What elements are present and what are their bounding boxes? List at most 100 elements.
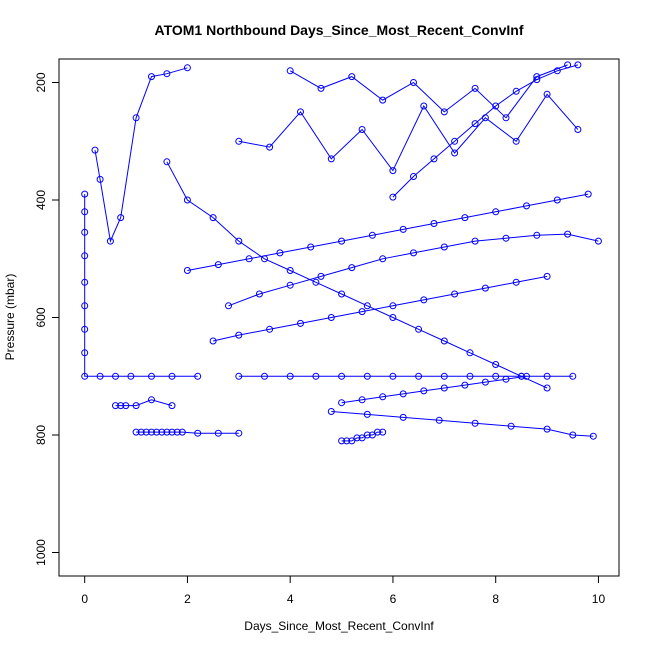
data-point bbox=[168, 428, 176, 436]
data-marks bbox=[81, 61, 602, 445]
data-point bbox=[471, 120, 479, 128]
data-point bbox=[91, 146, 99, 154]
data-point bbox=[440, 243, 448, 251]
data-point bbox=[374, 428, 381, 436]
data-point bbox=[183, 64, 191, 72]
data-point bbox=[255, 290, 263, 298]
data-point bbox=[440, 337, 448, 345]
data-point bbox=[564, 230, 572, 238]
series-line bbox=[187, 193, 589, 271]
data-point bbox=[569, 431, 577, 439]
data-point bbox=[358, 396, 366, 404]
data-point bbox=[194, 429, 202, 437]
data-point bbox=[132, 114, 140, 122]
data-point bbox=[415, 325, 423, 333]
data-point bbox=[142, 428, 150, 436]
data-point bbox=[286, 281, 294, 289]
data-point bbox=[343, 437, 351, 445]
y-tick-label: 1000 bbox=[34, 539, 48, 566]
data-point bbox=[312, 372, 320, 380]
data-point bbox=[81, 228, 89, 236]
data-point bbox=[81, 302, 89, 310]
x-tick-label: 4 bbox=[287, 592, 294, 606]
data-point bbox=[358, 308, 366, 316]
data-point bbox=[81, 349, 89, 357]
data-point bbox=[261, 372, 268, 380]
data-point bbox=[543, 372, 551, 380]
data-point bbox=[420, 102, 428, 110]
data-point bbox=[168, 372, 176, 380]
data-point bbox=[117, 214, 125, 222]
series-line bbox=[228, 233, 599, 307]
data-point bbox=[543, 90, 551, 98]
series-line bbox=[115, 399, 173, 407]
data-point bbox=[286, 372, 294, 380]
data-point bbox=[399, 413, 407, 421]
axis-ticks: 0 2 4 6 8 10 200 400 600 800 1000 bbox=[34, 72, 605, 606]
series-line bbox=[289, 64, 568, 119]
x-tick-label: 10 bbox=[592, 592, 606, 606]
data-point bbox=[492, 208, 500, 216]
data-point bbox=[466, 372, 474, 380]
data-point bbox=[358, 434, 366, 442]
series-line bbox=[341, 431, 383, 442]
data-point bbox=[327, 155, 335, 163]
data-point bbox=[106, 237, 114, 245]
y-tick-label: 200 bbox=[34, 72, 48, 92]
data-point bbox=[317, 272, 325, 280]
data-point bbox=[127, 372, 135, 380]
series-line bbox=[84, 194, 198, 377]
data-point bbox=[235, 331, 243, 339]
data-point bbox=[440, 108, 448, 116]
data-point bbox=[183, 267, 191, 274]
data-point bbox=[81, 190, 89, 198]
data-point bbox=[512, 137, 520, 145]
data-point bbox=[471, 419, 479, 427]
data-point bbox=[492, 361, 500, 368]
data-point bbox=[389, 302, 397, 310]
data-point bbox=[209, 214, 217, 222]
data-point bbox=[122, 402, 130, 410]
data-point bbox=[420, 387, 428, 395]
x-axis-label: Days_Since_Most_Recent_ConvInf bbox=[244, 619, 434, 633]
data-point bbox=[266, 325, 274, 333]
data-point bbox=[481, 284, 489, 292]
data-point bbox=[523, 372, 530, 380]
data-point bbox=[183, 196, 191, 204]
data-point bbox=[584, 190, 592, 198]
data-point bbox=[312, 278, 320, 286]
x-tick-label: 2 bbox=[184, 592, 191, 606]
data-point bbox=[194, 372, 202, 380]
data-point bbox=[589, 432, 597, 440]
plot-frame bbox=[58, 58, 620, 577]
data-point bbox=[363, 372, 371, 380]
data-point bbox=[112, 372, 119, 380]
data-point bbox=[368, 231, 376, 239]
series-line bbox=[392, 64, 579, 198]
data-point bbox=[512, 87, 520, 95]
data-point bbox=[399, 390, 407, 398]
data-point bbox=[245, 255, 253, 263]
data-point bbox=[399, 225, 407, 233]
data-point bbox=[492, 102, 500, 110]
data-point bbox=[440, 384, 448, 392]
data-point bbox=[368, 431, 376, 439]
data-point bbox=[481, 378, 489, 386]
data-point bbox=[96, 372, 104, 380]
data-point bbox=[81, 325, 89, 333]
data-point bbox=[81, 252, 89, 260]
y-tick-label: 800 bbox=[34, 425, 48, 445]
data-point bbox=[81, 208, 89, 216]
data-point bbox=[348, 264, 356, 272]
x-tick-label: 6 bbox=[390, 592, 397, 606]
data-point bbox=[379, 428, 387, 436]
data-point bbox=[353, 434, 361, 442]
data-point bbox=[553, 67, 561, 75]
series-line bbox=[212, 275, 548, 342]
data-point bbox=[358, 126, 366, 133]
data-point bbox=[235, 372, 243, 380]
data-point bbox=[348, 437, 356, 445]
data-point bbox=[420, 296, 428, 304]
data-point bbox=[338, 399, 346, 407]
